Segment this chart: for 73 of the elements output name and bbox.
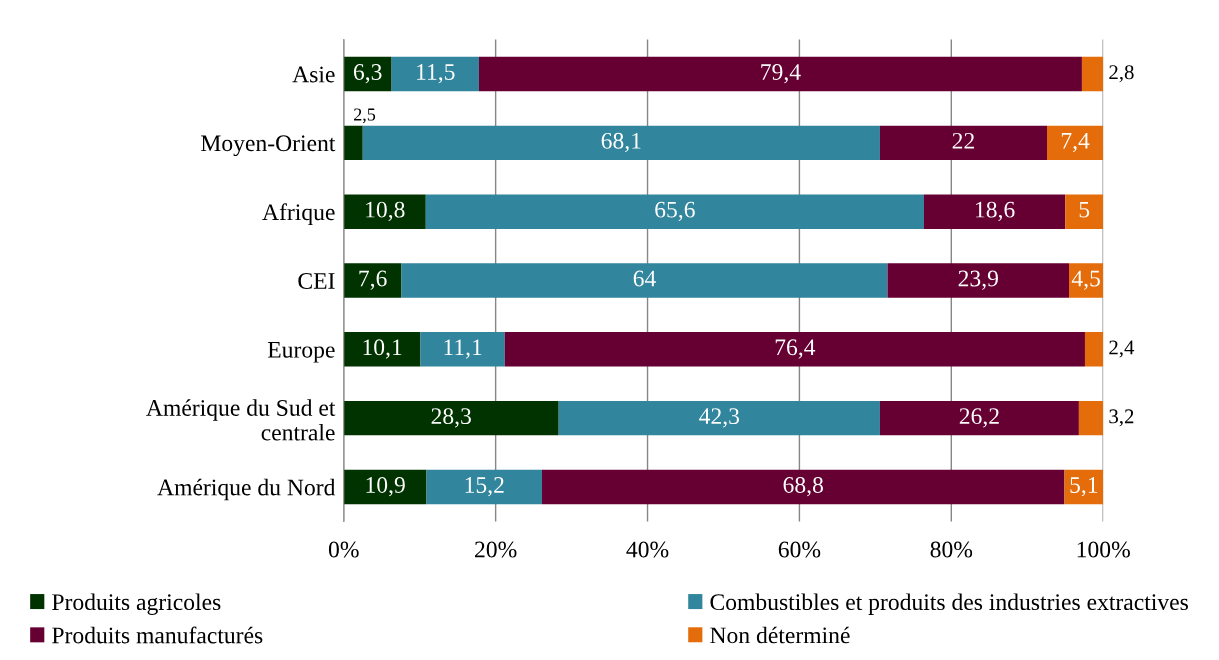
y-tick-label: Moyen-Orient [201, 135, 336, 157]
data-label: 3,2 [1109, 409, 1134, 427]
data-label: 10,1 [363, 339, 402, 359]
bar [343, 332, 421, 367]
data-label: 28,3 [431, 408, 471, 428]
data-label: 10,8 [366, 201, 405, 221]
bar [923, 194, 1066, 229]
bar [343, 469, 427, 505]
data-label: 26,2 [959, 408, 999, 428]
data-label: 65,6 [655, 201, 695, 221]
bar [879, 400, 1079, 436]
bar [504, 332, 1085, 367]
x-tick-label: 20% [475, 541, 517, 558]
bar [1078, 400, 1104, 436]
data-label: 4,5 [1071, 270, 1100, 290]
data-label: 42,3 [699, 408, 740, 428]
bar [362, 125, 880, 161]
bar [1064, 469, 1104, 505]
bar [478, 56, 1082, 92]
data-label: 68,8 [783, 476, 823, 497]
data-label: 5,1 [1070, 477, 1098, 497]
data-label: 68,1 [601, 132, 641, 153]
y-tick-label: Afrique [262, 203, 335, 226]
bar [1047, 125, 1104, 161]
y-tick-label: Asie [292, 66, 335, 83]
x-tick-label: 40% [626, 541, 669, 558]
data-label: 18,6 [976, 201, 1015, 221]
data-label: 5 [1079, 201, 1090, 218]
bar [343, 125, 363, 161]
data-label: 23,9 [958, 270, 998, 290]
bar [391, 56, 479, 92]
legend-label: Produits manufacturés [52, 626, 263, 644]
data-label: 7,6 [359, 270, 387, 290]
data-label: 76,4 [775, 339, 816, 359]
x-tick-label: 60% [778, 541, 821, 558]
bar [343, 400, 559, 436]
bar [558, 400, 880, 436]
data-label: 6,3 [353, 64, 382, 84]
bar [343, 263, 402, 298]
bar [343, 194, 426, 229]
bar [879, 125, 1047, 161]
data-label: 7,4 [1061, 132, 1090, 153]
bar [1065, 194, 1104, 229]
data-label: 11,5 [417, 64, 455, 84]
x-tick-label: 80% [930, 541, 973, 558]
data-label: 2,8 [1109, 65, 1134, 83]
bar [541, 469, 1065, 505]
data-label: 22 [952, 132, 974, 149]
bar [1069, 263, 1104, 298]
bar [1084, 332, 1104, 367]
data-label: 2,5 [354, 108, 376, 124]
y-tick-label: Amérique du Nord [157, 478, 336, 501]
bar [425, 194, 924, 229]
bar [1081, 56, 1104, 92]
legend-label: Combustibles et produits des industries extractives [710, 593, 1188, 615]
x-tick-label: 0% [328, 541, 359, 558]
y-tick-label: CEI [298, 273, 335, 289]
legend-label: Non déterminé [710, 626, 850, 644]
bar [426, 469, 542, 505]
legend-label: Produits agricoles [52, 593, 221, 615]
data-label: 2,4 [1109, 340, 1135, 358]
bar [401, 263, 888, 298]
x-tick-label: 100% [1077, 541, 1130, 558]
y-tick-label: Europe [267, 342, 335, 363]
bar [420, 332, 505, 367]
data-label: 15,2 [465, 477, 504, 497]
data-label: 10,9 [366, 476, 405, 497]
bar [887, 263, 1070, 298]
data-label: 11,1 [444, 339, 482, 359]
data-label: 64 [633, 270, 656, 287]
y-tick-label: Amérique du Sud et centrale [146, 399, 336, 441]
bar [343, 56, 392, 92]
data-label: 79,4 [761, 64, 801, 84]
